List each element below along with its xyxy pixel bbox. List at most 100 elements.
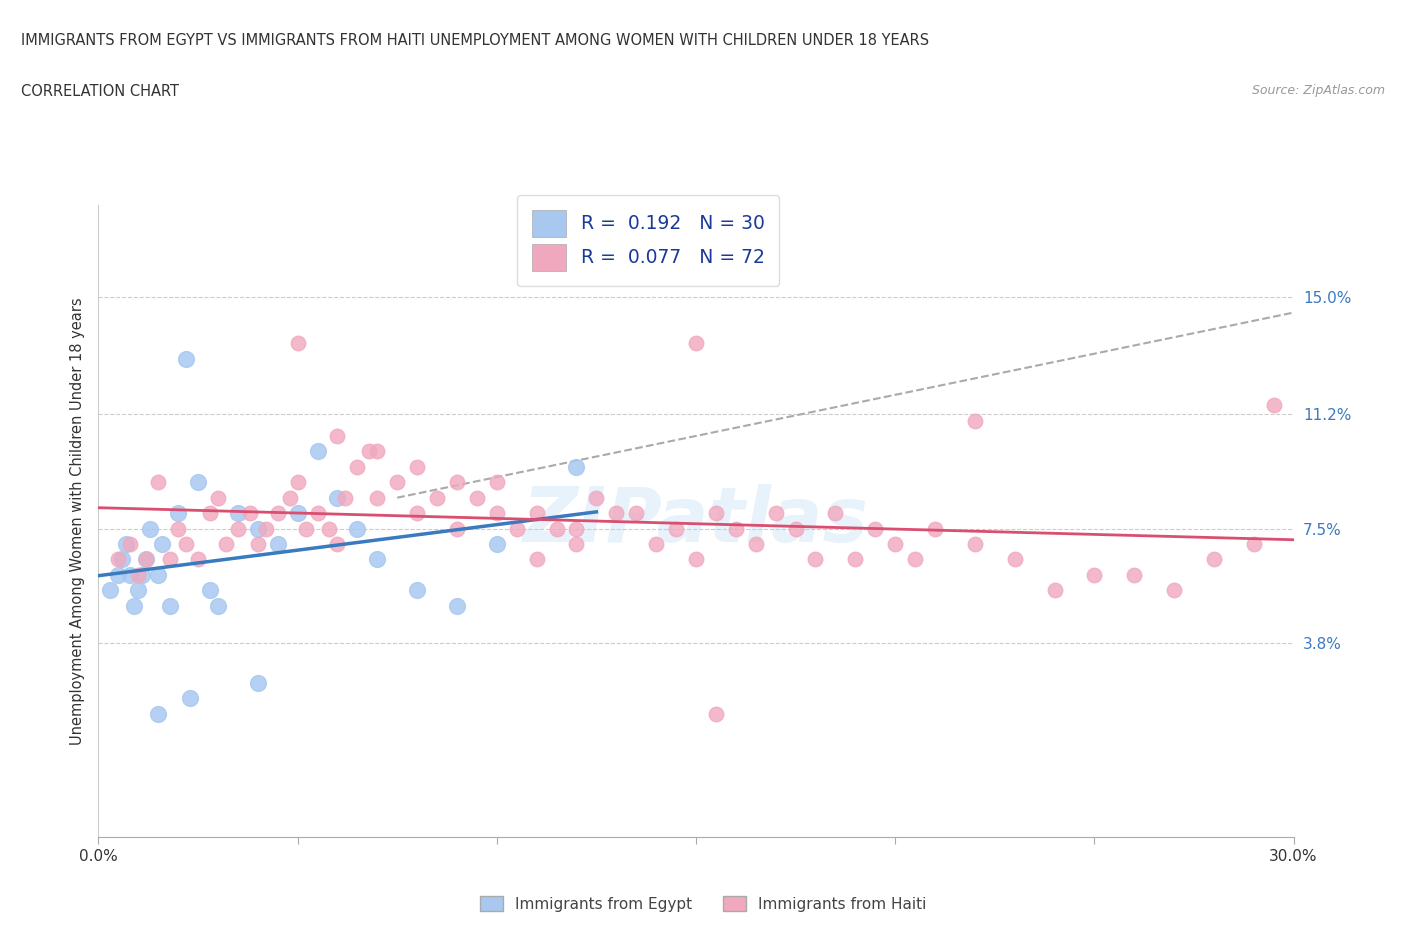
Point <box>287 475 309 490</box>
Point <box>406 506 429 521</box>
Point <box>1263 398 1285 413</box>
Point <box>585 490 607 505</box>
Point <box>565 521 588 536</box>
Point <box>724 521 747 536</box>
Point <box>465 490 488 505</box>
Point <box>139 521 162 536</box>
Point <box>346 521 368 536</box>
Point <box>148 475 170 490</box>
Point <box>124 598 146 613</box>
Point <box>645 537 668 551</box>
Point <box>1083 567 1105 582</box>
Point <box>278 490 301 505</box>
Point <box>526 506 548 521</box>
Point <box>294 521 316 536</box>
Point <box>287 506 309 521</box>
Point <box>98 583 122 598</box>
Point <box>207 598 229 613</box>
Point <box>844 551 866 566</box>
Point <box>226 521 249 536</box>
Point <box>1043 583 1066 598</box>
Text: Source: ZipAtlas.com: Source: ZipAtlas.com <box>1251 84 1385 97</box>
Point <box>326 490 349 505</box>
Point <box>131 567 153 582</box>
Point <box>884 537 907 551</box>
Point <box>167 506 190 521</box>
Point <box>115 537 138 551</box>
Point <box>346 459 368 474</box>
Point <box>665 521 688 536</box>
Point <box>198 583 221 598</box>
Point <box>605 506 627 521</box>
Point <box>863 521 887 536</box>
Point <box>239 506 262 521</box>
Point <box>174 537 197 551</box>
Point <box>1202 551 1225 566</box>
Point <box>179 691 201 706</box>
Point <box>246 675 269 690</box>
Point <box>120 567 142 582</box>
Point <box>207 490 229 505</box>
Point <box>307 506 329 521</box>
Point <box>246 521 269 536</box>
Point <box>187 551 209 566</box>
Point <box>904 551 927 566</box>
Point <box>127 583 149 598</box>
Point <box>924 521 946 536</box>
Point <box>359 444 381 458</box>
Point <box>745 537 768 551</box>
Point <box>120 537 142 551</box>
Point <box>565 537 588 551</box>
Point <box>226 506 249 521</box>
Point <box>107 551 129 566</box>
Point <box>267 537 290 551</box>
Text: IMMIGRANTS FROM EGYPT VS IMMIGRANTS FROM HAITI UNEMPLOYMENT AMONG WOMEN WITH CHI: IMMIGRANTS FROM EGYPT VS IMMIGRANTS FROM… <box>21 33 929 47</box>
Point <box>287 336 309 351</box>
Point <box>246 537 269 551</box>
Point <box>765 506 787 521</box>
Point <box>704 506 727 521</box>
Point <box>326 429 349 444</box>
Point <box>426 490 449 505</box>
Point <box>254 521 277 536</box>
Point <box>685 551 707 566</box>
Point <box>135 551 157 566</box>
Point <box>215 537 238 551</box>
Point <box>135 551 157 566</box>
Point <box>963 537 986 551</box>
Point <box>107 567 129 582</box>
Point <box>335 490 357 505</box>
Point <box>1004 551 1026 566</box>
Point <box>159 598 181 613</box>
Point <box>526 551 548 566</box>
Legend: R =  0.192   N = 30, R =  0.077   N = 72: R = 0.192 N = 30, R = 0.077 N = 72 <box>517 195 779 286</box>
Point <box>685 336 707 351</box>
Point <box>1243 537 1265 551</box>
Y-axis label: Unemployment Among Women with Children Under 18 years: Unemployment Among Women with Children U… <box>70 297 86 745</box>
Point <box>1123 567 1146 582</box>
Point <box>406 459 429 474</box>
Point <box>127 567 149 582</box>
Point <box>318 521 340 536</box>
Point <box>366 444 388 458</box>
Point <box>366 551 388 566</box>
Point <box>267 506 290 521</box>
Point <box>824 506 846 521</box>
Text: ZIPatlas: ZIPatlas <box>523 484 869 558</box>
Point <box>704 706 727 721</box>
Point <box>785 521 807 536</box>
Point <box>385 475 409 490</box>
Point <box>150 537 173 551</box>
Point <box>546 521 568 536</box>
Point <box>446 475 468 490</box>
Point <box>506 521 529 536</box>
Point <box>167 521 190 536</box>
Point <box>366 490 388 505</box>
Point <box>198 506 221 521</box>
Point <box>148 706 170 721</box>
Point <box>406 583 429 598</box>
Point <box>1163 583 1185 598</box>
Point <box>804 551 827 566</box>
Point <box>148 567 170 582</box>
Point <box>485 537 508 551</box>
